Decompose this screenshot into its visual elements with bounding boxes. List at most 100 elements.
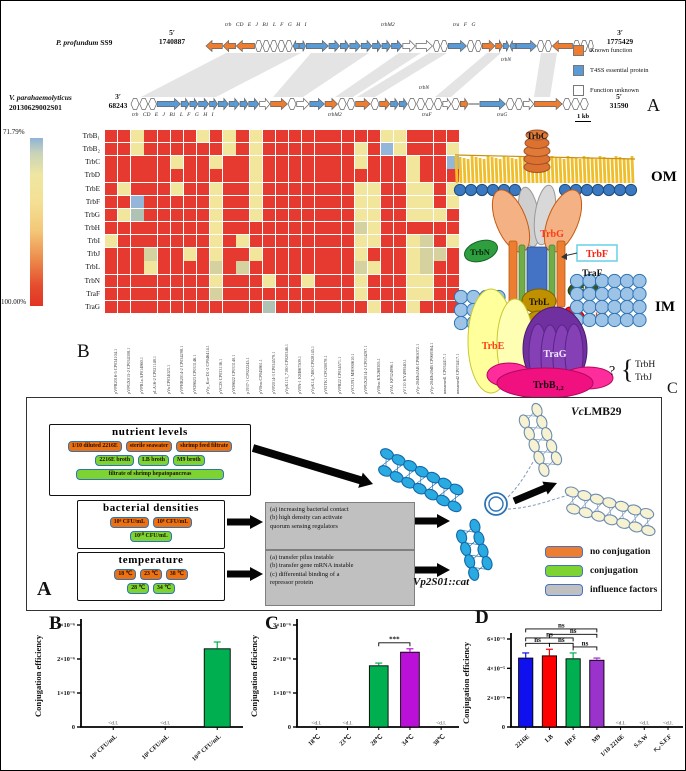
gene-arrow xyxy=(398,97,408,111)
heatmap-cell xyxy=(170,287,183,300)
gene-arrow xyxy=(523,97,535,111)
lipid xyxy=(590,157,595,184)
heatmap-cell xyxy=(131,300,144,314)
heatmap-cell xyxy=(446,208,459,222)
heatmap-row-label: TrbJ xyxy=(87,250,100,259)
x-category-label: 34℃ xyxy=(401,733,416,747)
lipid xyxy=(622,157,627,184)
significance-label: ns xyxy=(570,627,577,635)
bacteria-chain xyxy=(378,448,464,513)
heatmap-cell xyxy=(288,287,302,300)
heatmap-cell xyxy=(131,287,144,300)
top-tra-labels: tra F G xyxy=(453,22,476,28)
bacterium-cell xyxy=(481,555,493,571)
significance-label: ns xyxy=(558,636,565,644)
heatmap-cell xyxy=(354,261,367,274)
gene-arrow xyxy=(180,97,190,111)
heatmap-cell xyxy=(315,208,328,222)
gene-arrow xyxy=(209,97,218,111)
heatmap-cell xyxy=(118,143,131,156)
heatmap-cell xyxy=(236,235,249,248)
heatmap-cell xyxy=(131,248,144,261)
heatmap-cell xyxy=(131,182,144,195)
gene-arrow xyxy=(516,39,538,53)
heatmap-cell xyxy=(196,156,210,169)
x-category-label: 10¹⁰ CFU/mL xyxy=(191,733,223,763)
heatmap-cell xyxy=(420,300,433,314)
heatmap-cell xyxy=(131,274,144,287)
heatmap-cell xyxy=(302,130,315,143)
gene-arrow xyxy=(309,97,325,111)
lipid xyxy=(506,156,511,184)
heatmap-cell xyxy=(354,182,367,195)
trbC-label: TrbC xyxy=(527,131,548,141)
organism-bottom-strain: 20130629002S01 xyxy=(9,102,62,112)
condition-pill: shrimp feed filtrate xyxy=(176,440,233,453)
membrane-bead xyxy=(582,312,597,328)
heatmap-cell xyxy=(105,208,118,222)
heatmap-cell xyxy=(249,287,262,300)
heatmap-cell xyxy=(157,208,170,222)
heatmap-cell xyxy=(144,274,157,287)
condition-pill: 23 ℃ xyxy=(140,568,162,581)
gene-arrow xyxy=(254,40,263,52)
significance-label: ns xyxy=(582,639,589,647)
heatmap-cell xyxy=(196,182,210,195)
gene-arrow xyxy=(156,97,181,111)
gene-arrow xyxy=(587,40,594,52)
heatmap-column-label: pVP2014-3 CP034579.1 xyxy=(270,351,276,394)
heatmap-cell xyxy=(223,274,236,287)
gene-arrow xyxy=(248,97,260,111)
heatmap-cell xyxy=(249,248,262,261)
heatmap-cell xyxy=(380,274,394,287)
condition-pill: 10⁶ CFU/mL xyxy=(109,516,149,529)
heatmap-cell xyxy=(275,130,289,143)
condition-pill: 1/10 diluted 2216E xyxy=(67,440,122,453)
heatmap-cell xyxy=(275,274,289,287)
heatmap-cell xyxy=(380,156,394,169)
heatmap-cell xyxy=(367,221,381,235)
heatmap-cell xyxy=(131,143,144,156)
x-category-label: HP.F xyxy=(564,733,579,747)
heatmap-cell xyxy=(223,208,236,222)
y-axis-label: Conjugation efficiency xyxy=(33,634,43,717)
heatmap-cell xyxy=(223,235,236,248)
trbF-label: TrbF xyxy=(586,249,608,260)
heatmap-cell xyxy=(210,208,223,222)
heatmap-cell xyxy=(288,221,302,235)
bottom-traF-label: traF xyxy=(422,112,432,118)
lipid xyxy=(630,155,635,184)
heatmap-column-label: pVPR2016-5 CP034104.1 xyxy=(113,348,118,394)
heatmap-cell xyxy=(183,182,197,195)
top-left-coordinate: 5′ 1740887 xyxy=(151,28,193,46)
heatmap-cell xyxy=(223,143,236,156)
heatmap-cell xyxy=(407,300,420,314)
density-mechanism-note: (a) increasing bacterial contact (b) hig… xyxy=(265,502,415,550)
membrane-bead xyxy=(582,299,597,315)
gene-arrow xyxy=(415,39,433,53)
heatmap-cell xyxy=(302,195,315,208)
bacterium-cell xyxy=(628,521,644,533)
heatmap-cell xyxy=(144,261,157,274)
membrane-bead xyxy=(508,183,522,197)
membrane-bead xyxy=(569,286,585,302)
x-category-label: 28℃ xyxy=(369,733,384,747)
membrane-bead xyxy=(582,286,597,302)
known-function-label: Known function xyxy=(590,47,633,54)
gene-arrow xyxy=(340,39,350,53)
heatmap-cell xyxy=(131,195,144,208)
heatmap-cell xyxy=(236,261,249,274)
heatmap-row-labels: TrbB₁ TrbB₂ TrbC TrbD TrbE TrbF TrbG TrbH TrbI Tr… xyxy=(57,130,103,314)
gene-arrow xyxy=(442,97,452,111)
bacterium-cell xyxy=(614,500,630,512)
bottom-right-prime: 5′ xyxy=(616,92,622,101)
gene-arrow xyxy=(239,97,249,111)
heatmap-cell xyxy=(275,143,289,156)
heatmap-cell xyxy=(328,169,341,182)
heatmap-cell xyxy=(354,287,367,300)
heatmap-cell xyxy=(105,195,118,208)
heatmap-cell xyxy=(328,208,341,222)
heatmap-cell xyxy=(328,300,341,314)
heatmap-colorbar xyxy=(30,138,43,306)
heatmap-cell xyxy=(210,300,223,314)
